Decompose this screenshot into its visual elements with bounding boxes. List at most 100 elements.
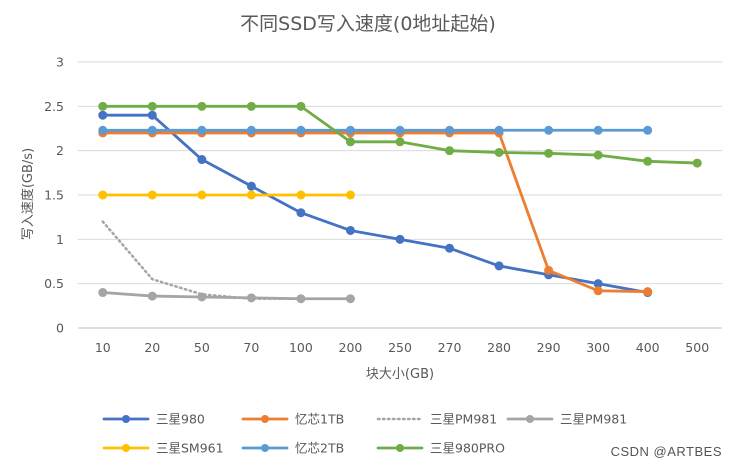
series-5 — [98, 125, 653, 135]
x-tick-label: 270 — [438, 340, 462, 355]
data-point — [593, 125, 603, 135]
data-point — [643, 125, 653, 135]
series-3 — [98, 288, 355, 304]
y-axis-ticks: 0 0.5 1 1.5 2 2.5 3 — [44, 55, 64, 336]
data-point — [98, 101, 108, 111]
legend-label: 忆芯1TB — [295, 412, 344, 427]
legend-label: 三星980PRO — [430, 441, 505, 456]
series-6 — [98, 101, 702, 168]
data-point — [494, 125, 504, 135]
data-point — [197, 125, 207, 135]
data-point — [98, 288, 108, 298]
legend: 三星980 忆芯1TB 三星PM981 三星PM981 三星SM961 忆芯2TB 三星98… — [102, 412, 627, 456]
y-tick-label: 0.5 — [44, 276, 64, 291]
series-line — [101, 220, 352, 300]
data-point — [544, 265, 554, 275]
data-point — [692, 158, 702, 168]
data-point — [197, 292, 207, 302]
data-point — [246, 125, 256, 135]
data-point — [98, 190, 108, 200]
legend-marker — [261, 415, 269, 423]
series-line — [101, 131, 650, 294]
data-point — [445, 243, 455, 253]
data-point — [296, 101, 306, 111]
data-point — [147, 110, 157, 120]
series-0 — [98, 110, 653, 298]
legend-label: 三星PM981 — [430, 412, 497, 427]
data-point — [246, 293, 256, 303]
data-point — [147, 101, 157, 111]
legend-marker — [122, 444, 130, 452]
data-point — [395, 234, 405, 244]
data-point — [593, 150, 603, 160]
legend-item: 三星980PRO — [376, 441, 505, 456]
legend-marker — [261, 444, 269, 452]
legend-label: 三星SM961 — [156, 441, 224, 456]
x-tick-label: 250 — [388, 340, 412, 355]
data-point — [445, 146, 455, 156]
data-point — [98, 110, 108, 120]
legend-marker — [526, 415, 534, 423]
data-point — [494, 147, 504, 157]
y-tick-label: 2.5 — [44, 99, 64, 114]
legend-marker — [396, 444, 404, 452]
data-point — [296, 208, 306, 218]
data-point — [296, 294, 306, 304]
x-tick-label: 500 — [685, 340, 709, 355]
x-tick-label: 300 — [586, 340, 610, 355]
data-point — [395, 137, 405, 147]
series-4 — [98, 190, 355, 200]
y-axis-label: 写入速度(GB/s) — [20, 148, 36, 240]
data-point — [197, 155, 207, 165]
data-point — [197, 101, 207, 111]
data-point — [643, 156, 653, 166]
data-point — [395, 125, 405, 135]
y-tick-label: 0 — [56, 321, 64, 336]
data-point — [296, 125, 306, 135]
y-tick-label: 2 — [56, 143, 64, 158]
data-point — [345, 137, 355, 147]
y-tick-label: 3 — [56, 55, 64, 70]
data-point — [246, 181, 256, 191]
legend-item: 三星SM961 — [102, 441, 224, 456]
series-line — [101, 291, 352, 301]
data-point — [345, 125, 355, 135]
x-tick-label: 20 — [144, 340, 160, 355]
legend-label: 三星980 — [156, 412, 205, 427]
data-point — [593, 286, 603, 296]
series-layer — [98, 101, 702, 304]
data-point — [147, 125, 157, 135]
x-tick-label: 70 — [243, 340, 259, 355]
legend-label: 三星PM981 — [560, 412, 627, 427]
series-line — [101, 113, 650, 294]
x-tick-label: 290 — [537, 340, 561, 355]
legend-item: 三星980 — [102, 412, 205, 427]
data-point — [544, 125, 554, 135]
data-point — [445, 125, 455, 135]
x-tick-label: 200 — [339, 340, 363, 355]
data-point — [494, 261, 504, 271]
legend-item: 三星PM981 — [506, 412, 627, 427]
x-axis-ticks: 10 20 50 70 100 200 250 270 280 290 300 400 500 — [95, 340, 709, 355]
data-point — [643, 287, 653, 297]
x-axis-label: 块大小(GB) — [366, 367, 434, 382]
legend-marker — [122, 415, 130, 423]
legend-item: 忆芯2TB — [241, 441, 344, 456]
x-tick-label: 50 — [194, 340, 210, 355]
data-point — [296, 190, 306, 200]
data-point — [345, 294, 355, 304]
data-point — [345, 225, 355, 235]
data-point — [147, 190, 157, 200]
x-tick-label: 280 — [487, 340, 511, 355]
data-point — [98, 125, 108, 135]
watermark: CSDN @ARTBES — [610, 444, 722, 459]
x-tick-label: 100 — [289, 340, 313, 355]
data-point — [544, 148, 554, 158]
legend-item: 忆芯1TB — [241, 412, 344, 427]
x-tick-label: 10 — [95, 340, 111, 355]
y-tick-label: 1.5 — [44, 188, 64, 203]
data-point — [345, 190, 355, 200]
y-tick-label: 1 — [56, 232, 64, 247]
